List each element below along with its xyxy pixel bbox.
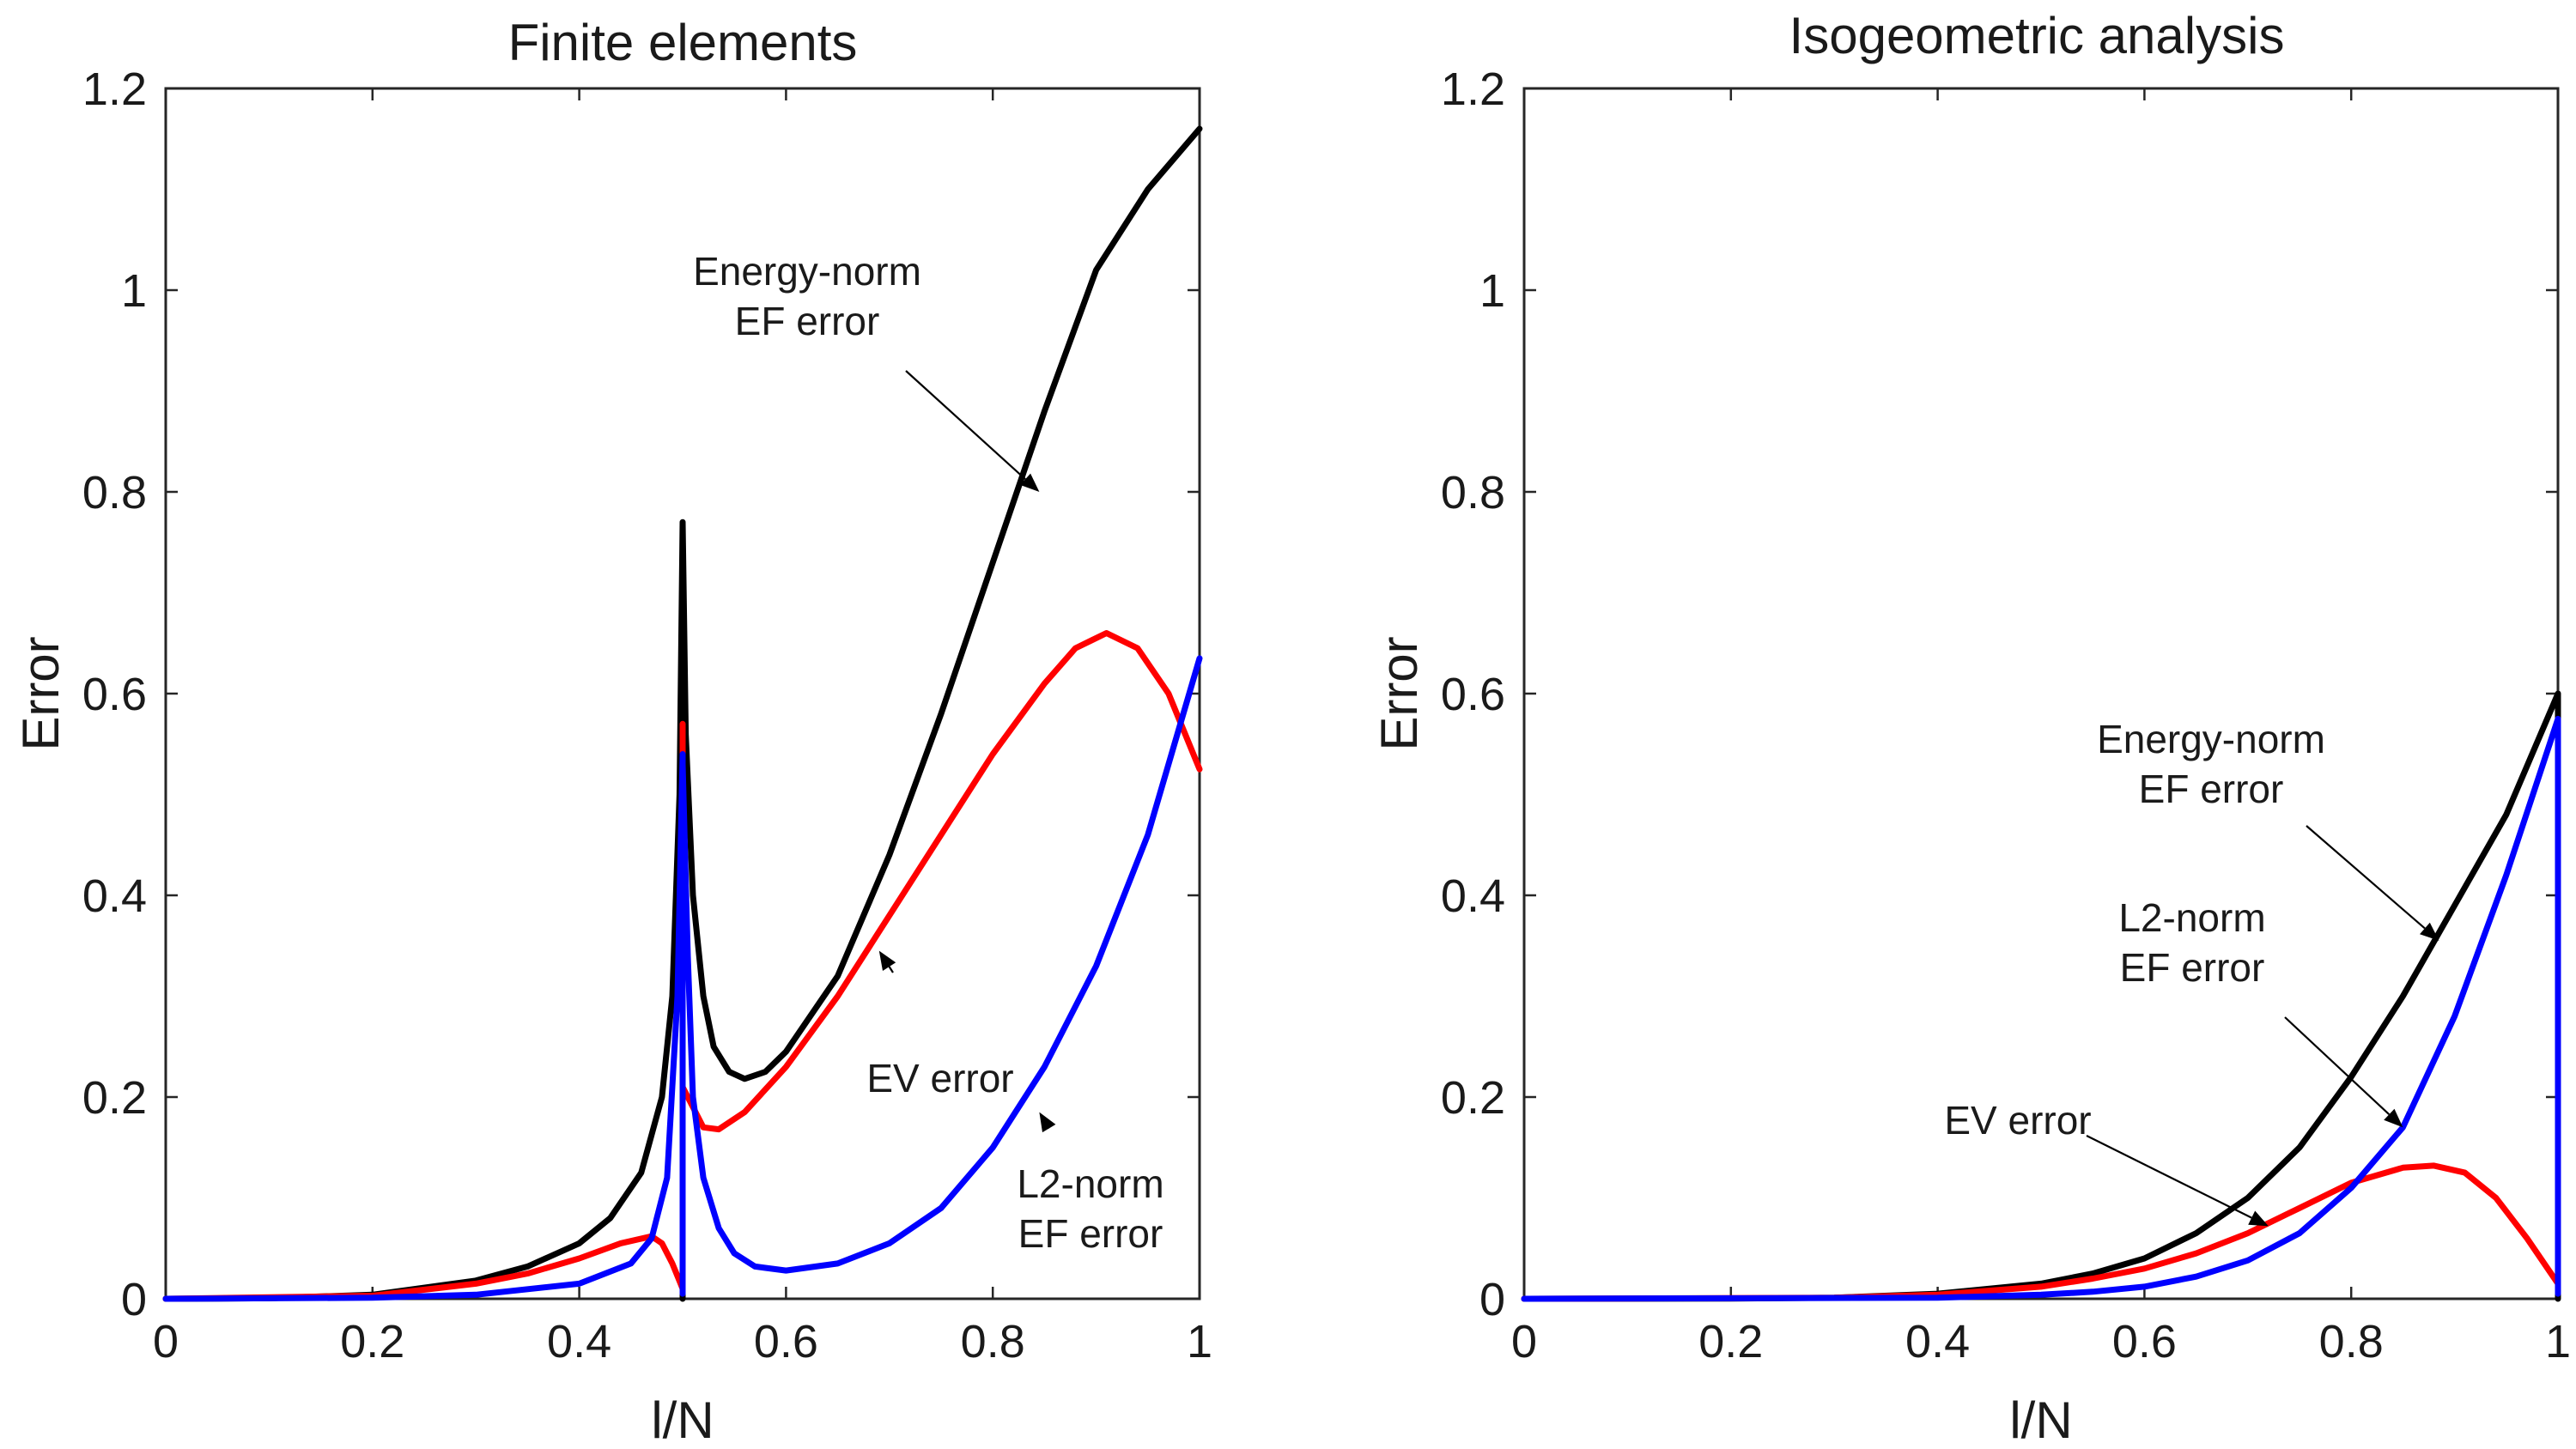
x-tick-label: 0.6 (2112, 1316, 2177, 1367)
annotation-arrow-head (2248, 1210, 2269, 1227)
annotation-text: EV error (1944, 1098, 2091, 1143)
annotation-arrow-head (1020, 473, 1040, 492)
x-tick-label: 1 (2545, 1316, 2571, 1367)
panel-finite-elements: Finite elements 0 0.2 0.4 0.6 0.8 1 1.2 0 0.2 0.… (12, 14, 1212, 1449)
x-tick-label: 0.4 (547, 1316, 611, 1367)
annotation-text: Energy-norm (693, 249, 921, 294)
x-axis: 0 0.2 0.4 0.6 0.8 1 (1511, 88, 2571, 1367)
series-line-l2-norm-ef-error (1521, 715, 2561, 1302)
y-axis: 0 0.2 0.4 0.6 0.8 1 1.2 (1441, 64, 2558, 1325)
x-axis: 0 0.2 0.4 0.6 0.8 1 (153, 88, 1212, 1367)
annotation-text: Energy-norm (2097, 717, 2325, 761)
x-tick-label: 1 (1187, 1316, 1212, 1367)
annotation-text: EF error (2120, 945, 2265, 990)
y-tick-label: 0.6 (82, 669, 147, 720)
annotation-text: EF error (735, 299, 880, 343)
annotation-arrow-head (2384, 1108, 2403, 1128)
y-tick-label: 0.4 (1441, 870, 1505, 922)
annotation: L2-norm EF error (2118, 895, 2403, 1128)
x-tick-label: 0.2 (340, 1316, 404, 1367)
annotations: Energy-norm EF error EV error L2-norm EF err… (693, 249, 1164, 1256)
y-tick-label: 0.6 (1441, 669, 1505, 720)
annotations: Energy-norm EF error L2-norm EF error EV err… (1944, 717, 2439, 1227)
annotation: Energy-norm EF error (693, 249, 1040, 492)
annotation-arrow-line (2284, 1016, 2391, 1116)
chart-title: Isogeometric analysis (1789, 7, 2285, 64)
x-tick-label: 0.8 (2319, 1316, 2384, 1367)
series-group (162, 125, 1203, 1302)
annotation-text: EF error (2139, 767, 2284, 811)
annotation-text: L2-norm (1017, 1161, 1163, 1206)
x-axis-label: l/N (651, 1391, 714, 1449)
annotation-text: EV error (866, 1056, 1013, 1100)
annotation-text: EF error (1018, 1211, 1163, 1256)
y-axis-label: Error (12, 636, 70, 750)
series-group (1521, 690, 2561, 1302)
y-tick-label: 0 (121, 1274, 147, 1325)
series-line-l2-norm-ef-error (162, 655, 1203, 1302)
series-line-ev-error (162, 630, 1203, 1302)
y-tick-label: 0.8 (1441, 467, 1505, 518)
annotation-arrow-line (2306, 825, 2426, 930)
annotation: Energy-norm EF error (2097, 717, 2439, 941)
panel-isogeometric-analysis: Isogeometric analysis 00.20.40.60.811.2 … (1370, 7, 2571, 1449)
annotation-arrow-line (2086, 1135, 2252, 1219)
y-tick-label: 1.2 (82, 64, 147, 115)
annotation-arrow-head (878, 950, 896, 971)
y-tick-label: 0.4 (82, 870, 147, 922)
y-axis: 0 0.2 0.4 0.6 0.8 1 1.2 (82, 64, 1200, 1325)
y-tick-label: 0.2 (82, 1072, 147, 1124)
x-tick-label: 0.2 (1698, 1316, 1763, 1367)
annotation-arrow-line (888, 966, 894, 973)
annotation: EV error (1944, 1098, 2269, 1227)
x-tick-label: 0.6 (754, 1316, 818, 1367)
y-tick-label: 1 (1479, 265, 1505, 317)
y-axis-label: Error (1370, 636, 1428, 750)
y-tick-label: 0 (1479, 1274, 1505, 1325)
series-line-energy-norm-ef-error (162, 125, 1203, 1302)
annotation-arrow-head (1039, 1112, 1056, 1133)
y-tick-label: 0.8 (82, 467, 147, 518)
annotation: EV error (866, 950, 1014, 1100)
y-tick-label: 1 (121, 265, 147, 317)
series-line-ev-error (1521, 1162, 2561, 1302)
y-tick-label: 1.2 (1441, 64, 1505, 115)
x-tick-label: 0 (153, 1316, 179, 1367)
annotation-arrow-head (2420, 922, 2439, 941)
x-axis-label: l/N (2009, 1391, 2072, 1449)
x-tick-label: 0 (1511, 1316, 1537, 1367)
annotation: L2-norm EF error (1017, 1112, 1164, 1256)
series-line-energy-norm-ef-error (1521, 690, 2561, 1302)
chart-title: Finite elements (508, 14, 858, 71)
y-tick-label: 0.2 (1441, 1072, 1505, 1124)
x-tick-label: 0.4 (1905, 1316, 1970, 1367)
x-tick-label: 0.8 (961, 1316, 1025, 1367)
annotation-arrow-line (905, 370, 1026, 481)
annotation-text: L2-norm (2118, 895, 2265, 940)
